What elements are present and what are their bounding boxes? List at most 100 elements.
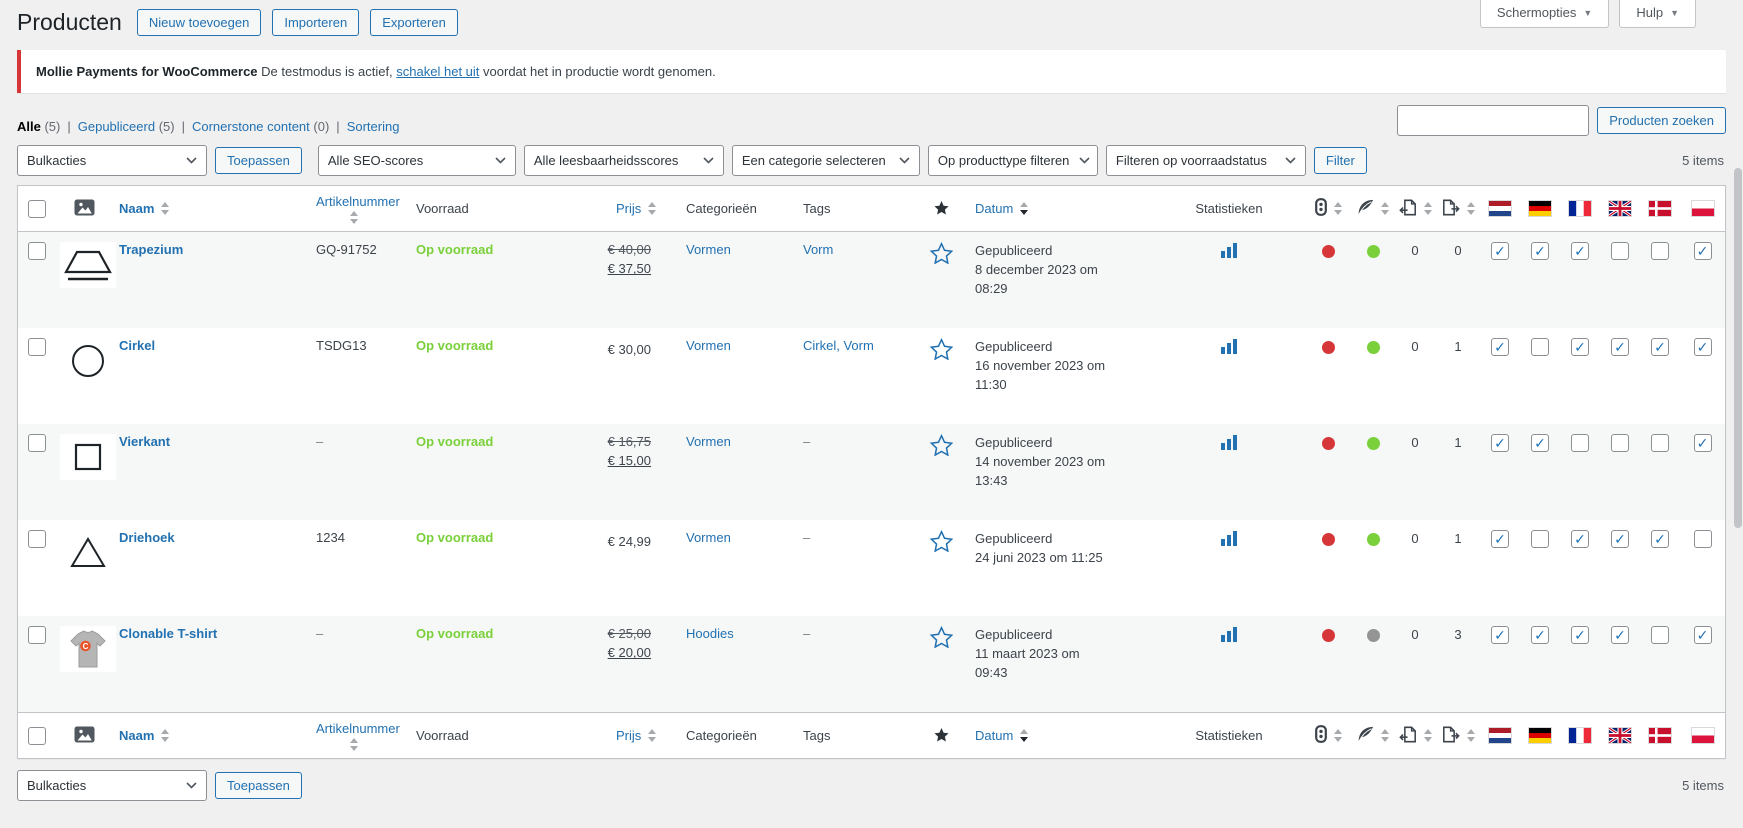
language-checkbox-nl[interactable]: [1491, 242, 1509, 261]
seo-score-filter-select[interactable]: Alle SEO-scores: [317, 145, 516, 177]
bulk-actions-select[interactable]: Bulkacties: [17, 145, 207, 177]
language-checkbox-de[interactable]: [1531, 434, 1549, 453]
product-thumbnail[interactable]: C: [60, 626, 116, 673]
category-link[interactable]: Vormen: [686, 242, 731, 258]
language-checkbox-nl[interactable]: [1491, 626, 1509, 645]
language-checkbox-de[interactable]: [1531, 242, 1549, 261]
language-checkbox-nl[interactable]: [1491, 434, 1509, 453]
apply-button-bottom[interactable]: Toepassen: [215, 772, 302, 800]
language-checkbox-gb[interactable]: [1611, 530, 1629, 549]
language-checkbox-de[interactable]: [1531, 626, 1549, 645]
tags-link[interactable]: –: [803, 626, 811, 642]
export-button[interactable]: Exporteren: [370, 9, 458, 37]
sort-by-linked-header[interactable]: [1442, 199, 1475, 219]
language-checkbox-nl[interactable]: [1491, 530, 1509, 549]
sort-by-links-header[interactable]: [1398, 726, 1432, 746]
view-sorting-link[interactable]: Sortering: [346, 119, 400, 135]
category-link[interactable]: Vormen: [686, 338, 731, 354]
category-link[interactable]: Vormen: [686, 530, 731, 546]
language-checkbox-fr[interactable]: [1571, 626, 1589, 645]
language-checkbox-de[interactable]: [1531, 530, 1549, 549]
language-checkbox-gb[interactable]: [1611, 338, 1629, 357]
sort-by-seo-score-header[interactable]: [1314, 198, 1342, 219]
sort-by-date-header[interactable]: Datum: [975, 728, 1029, 743]
tags-link[interactable]: Cirkel, Vorm: [803, 338, 874, 354]
language-checkbox-gb[interactable]: [1611, 626, 1629, 645]
page-scrollbar[interactable]: [1733, 0, 1743, 828]
bulk-actions-select-bottom[interactable]: Bulkacties: [17, 770, 207, 802]
product-type-filter-select[interactable]: Op producttype filteren: [927, 145, 1098, 177]
view-cornerstone-link[interactable]: Cornerstone content: [191, 119, 310, 135]
sort-by-sku-header[interactable]: Artikelnummer: [316, 194, 400, 224]
sort-by-name-header[interactable]: Naam: [119, 728, 170, 743]
language-checkbox-pl[interactable]: [1693, 242, 1712, 261]
select-row-checkbox[interactable]: [28, 530, 46, 549]
search-button[interactable]: Producten zoeken: [1597, 107, 1726, 135]
sort-by-sku-header[interactable]: Artikelnummer: [316, 721, 400, 751]
featured-toggle-star-icon[interactable]: [929, 242, 954, 267]
sort-by-seo-score-header[interactable]: [1314, 725, 1342, 746]
featured-toggle-star-icon[interactable]: [929, 530, 954, 555]
apply-button[interactable]: Toepassen: [215, 147, 302, 175]
screen-options-button[interactable]: Schermopties ▼: [1479, 0, 1610, 28]
tags-link[interactable]: –: [803, 434, 811, 450]
language-checkbox-gb[interactable]: [1611, 434, 1629, 453]
disable-test-mode-link[interactable]: schakel het uit: [396, 63, 480, 79]
language-checkbox-pl[interactable]: [1693, 434, 1712, 453]
import-button[interactable]: Importeren: [272, 9, 360, 37]
language-checkbox-dk[interactable]: [1651, 242, 1669, 261]
featured-toggle-star-icon[interactable]: [929, 626, 954, 651]
product-name-link[interactable]: Clonable T-shirt: [119, 626, 218, 642]
language-checkbox-dk[interactable]: [1651, 530, 1669, 549]
product-stats-icon[interactable]: [1220, 626, 1238, 645]
scrollbar-thumb[interactable]: [1734, 168, 1742, 528]
language-checkbox-dk[interactable]: [1651, 338, 1669, 357]
sort-by-price-header[interactable]: Prijs: [616, 728, 657, 743]
product-thumbnail[interactable]: [60, 434, 116, 481]
product-thumbnail[interactable]: [60, 242, 116, 289]
select-row-checkbox[interactable]: [28, 434, 46, 453]
add-new-button[interactable]: Nieuw toevoegen: [136, 9, 262, 37]
tags-link[interactable]: Vorm: [803, 242, 834, 258]
language-checkbox-gb[interactable]: [1611, 242, 1629, 261]
tags-link[interactable]: –: [803, 530, 811, 546]
language-checkbox-fr[interactable]: [1571, 530, 1589, 549]
stock-status-filter-select[interactable]: Filteren op voorraadstatus: [1105, 145, 1306, 177]
search-input[interactable]: [1397, 105, 1590, 137]
language-checkbox-fr[interactable]: [1571, 434, 1589, 453]
language-checkbox-dk[interactable]: [1651, 626, 1669, 645]
language-checkbox-pl[interactable]: [1693, 530, 1712, 549]
select-all-checkbox[interactable]: [28, 726, 46, 745]
product-stats-icon[interactable]: [1220, 338, 1238, 357]
language-checkbox-nl[interactable]: [1491, 338, 1509, 357]
product-stats-icon[interactable]: [1220, 434, 1238, 453]
product-name-link[interactable]: Driehoek: [119, 530, 175, 546]
sort-by-price-header[interactable]: Prijs: [616, 201, 657, 216]
view-published-link[interactable]: Gepubliceerd: [77, 119, 156, 135]
product-stats-icon[interactable]: [1220, 530, 1238, 549]
view-all[interactable]: Alle (5): [17, 119, 61, 135]
product-thumbnail[interactable]: [60, 338, 116, 385]
sort-by-readability-header[interactable]: [1357, 199, 1389, 219]
help-button[interactable]: Hulp ▼: [1619, 0, 1696, 28]
language-checkbox-pl[interactable]: [1693, 338, 1712, 357]
category-link[interactable]: Vormen: [686, 434, 731, 450]
sort-by-links-header[interactable]: [1398, 199, 1432, 219]
product-stats-icon[interactable]: [1220, 242, 1238, 261]
category-filter-select[interactable]: Een categorie selecteren: [731, 145, 920, 177]
language-checkbox-fr[interactable]: [1571, 338, 1589, 357]
product-thumbnail[interactable]: [60, 530, 116, 577]
sort-by-name-header[interactable]: Naam: [119, 201, 170, 216]
select-row-checkbox[interactable]: [28, 242, 46, 261]
featured-toggle-star-icon[interactable]: [929, 434, 954, 459]
sort-by-linked-header[interactable]: [1442, 726, 1475, 746]
select-row-checkbox[interactable]: [28, 626, 46, 645]
sort-by-readability-header[interactable]: [1357, 726, 1389, 746]
product-name-link[interactable]: Cirkel: [119, 338, 156, 354]
sort-by-date-header[interactable]: Datum: [975, 201, 1029, 216]
featured-toggle-star-icon[interactable]: [929, 338, 954, 363]
language-checkbox-fr[interactable]: [1571, 242, 1589, 261]
language-checkbox-pl[interactable]: [1693, 626, 1712, 645]
language-checkbox-de[interactable]: [1531, 338, 1549, 357]
filter-button[interactable]: Filter: [1313, 147, 1367, 175]
